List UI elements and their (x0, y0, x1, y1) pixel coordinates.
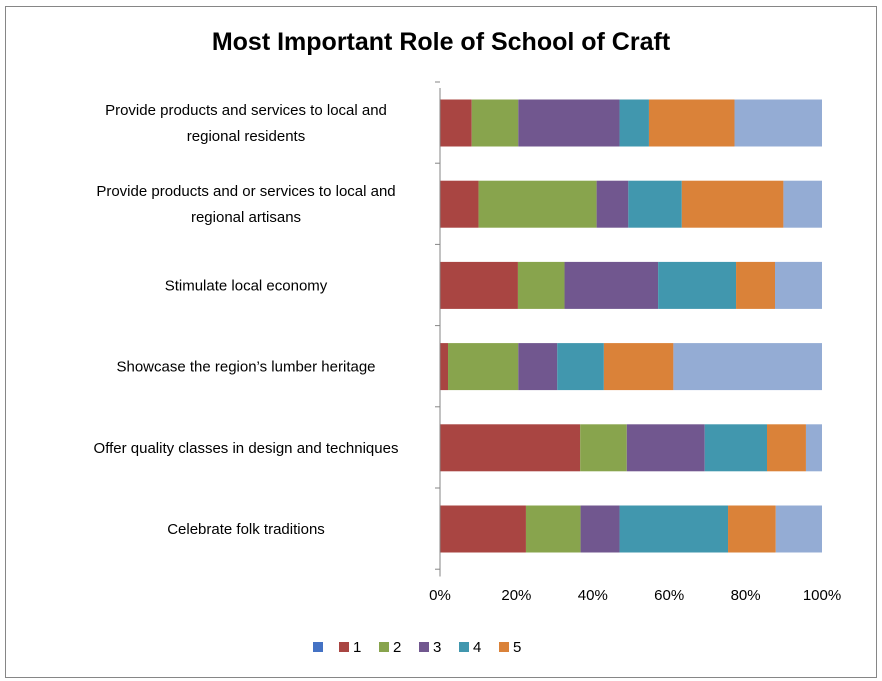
x-tick-label: 0% (429, 587, 451, 604)
bar-segment-series-3-category-2 (564, 261, 659, 309)
category-label-1: Provide products and or services to loca… (96, 183, 395, 226)
x-axis: 0% 20% 40% 60% 80% 100% (429, 81, 841, 604)
bars-layer (440, 99, 822, 553)
category-label-line: Stimulate local economy (165, 277, 328, 294)
bar-segment-series-2-category-3 (448, 343, 519, 391)
x-tick-label: 100% (803, 587, 841, 604)
bar-segment-series-4-category-5 (619, 505, 729, 553)
bar-segment-series-5-category-2 (736, 261, 776, 309)
legend-swatch-5 (499, 642, 509, 652)
legend-swatch-0 (313, 642, 323, 652)
category-label-5: Celebrate folk traditions (167, 521, 325, 538)
bar-segment-series-4-category-0 (619, 99, 649, 147)
legend-label-3: 3 (433, 639, 441, 656)
category-label-2: Stimulate local economy (165, 277, 328, 294)
bar-segment-series-3-category-4 (626, 424, 705, 472)
bar-segment-series-5-category-0 (648, 99, 735, 147)
bar-segment-series-6-category-2 (775, 261, 822, 309)
x-tick-label: 40% (578, 587, 608, 604)
bar-segment-series-3-category-5 (580, 505, 620, 553)
category-label-line: regional residents (187, 128, 305, 145)
bar-segment-series-2-category-4 (580, 424, 627, 472)
legend-label-1: 1 (353, 639, 361, 656)
bar-segment-series-1-category-2 (440, 261, 518, 309)
x-tick-label: 80% (731, 587, 761, 604)
bar-segment-series-6-category-4 (805, 424, 822, 472)
bar-segment-series-6-category-1 (783, 180, 822, 228)
bar-segment-series-1-category-3 (440, 343, 449, 391)
bar-segment-series-4-category-1 (628, 180, 682, 228)
category-label-3: Showcase the region’s lumber heritage (116, 359, 375, 376)
bar-segment-series-3-category-1 (596, 180, 629, 228)
category-label-line: Provide products and or services to loca… (96, 183, 395, 200)
bar-segment-series-4-category-3 (557, 343, 604, 391)
bar-segment-series-5-category-5 (728, 505, 776, 553)
bar-segment-series-1-category-4 (440, 424, 581, 472)
legend-swatch-4 (459, 642, 469, 652)
bar-segment-series-5-category-4 (766, 424, 806, 472)
category-label-line: Provide products and services to local a… (105, 102, 387, 119)
bar-segment-series-4-category-2 (658, 261, 737, 309)
category-label-line: Offer quality classes in design and tech… (94, 440, 399, 457)
category-label-line: Celebrate folk traditions (167, 521, 325, 538)
bar-segment-series-5-category-3 (603, 343, 674, 391)
bar-segment-series-3-category-0 (518, 99, 620, 147)
bar-segment-series-2-category-1 (478, 180, 597, 228)
legend-swatch-3 (419, 642, 429, 652)
legend-swatch-2 (379, 642, 389, 652)
bar-segment-series-1-category-5 (440, 505, 526, 553)
bar-segment-series-3-category-3 (518, 343, 558, 391)
bar-segment-series-4-category-4 (704, 424, 767, 472)
x-tick-label: 60% (654, 587, 684, 604)
bar-segment-series-6-category-5 (775, 505, 822, 553)
bar-segment-series-5-category-1 (681, 180, 784, 228)
bar-segment-series-1-category-0 (440, 99, 472, 147)
bar-segment-series-2-category-5 (525, 505, 581, 553)
legend-label-2: 2 (393, 639, 401, 656)
bar-segment-series-6-category-3 (673, 343, 822, 391)
category-label-line: regional artisans (191, 209, 301, 226)
category-label-4: Offer quality classes in design and tech… (94, 440, 399, 457)
chart-title: Most Important Role of School of Craft (211, 28, 671, 56)
x-tick-label: 20% (501, 587, 531, 604)
category-label-line: Showcase the region’s lumber heritage (116, 359, 375, 376)
legend-swatch-1 (339, 642, 349, 652)
category-label-0: Provide products and services to local a… (105, 102, 387, 145)
bar-segment-series-1-category-1 (440, 180, 479, 228)
bar-segment-series-2-category-2 (517, 261, 565, 309)
bar-segment-series-6-category-0 (734, 99, 822, 147)
category-labels: Provide products and services to local a… (94, 102, 399, 538)
legend: 1 2 3 4 5 (313, 639, 521, 656)
legend-label-5: 5 (513, 639, 521, 656)
bar-segment-series-2-category-0 (471, 99, 519, 147)
legend-label-4: 4 (473, 639, 481, 656)
